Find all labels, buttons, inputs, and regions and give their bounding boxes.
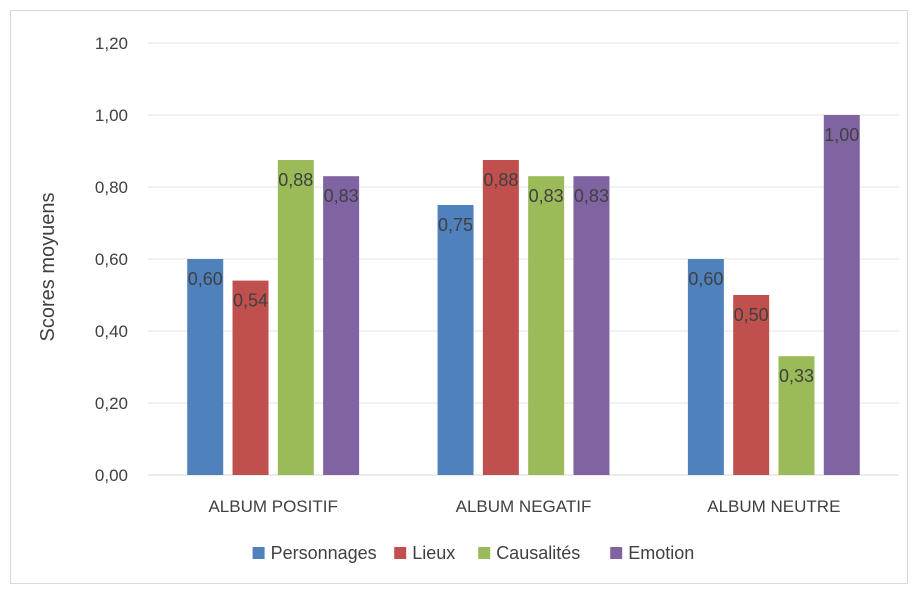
bar	[277, 160, 314, 475]
data-label: 0,60	[688, 269, 723, 289]
bar	[823, 115, 860, 475]
data-label: 1,00	[824, 125, 859, 145]
data-label: 0,88	[278, 170, 313, 190]
data-label: 0,60	[188, 269, 223, 289]
bar	[232, 280, 269, 475]
bar	[778, 356, 815, 475]
bar	[323, 176, 360, 475]
legend-swatch	[610, 547, 623, 559]
data-label: 0,83	[324, 186, 359, 206]
y-tick-label: 0,80	[95, 178, 128, 197]
legend-label: Causalités	[496, 543, 580, 563]
bar	[528, 176, 565, 475]
legend-label: Emotion	[628, 543, 694, 563]
bar	[437, 205, 474, 475]
y-tick-label: 0,40	[95, 322, 128, 341]
legend-label: Lieux	[412, 543, 455, 563]
gridlines	[148, 42, 899, 476]
legend-swatch	[478, 547, 491, 559]
bar	[687, 259, 724, 475]
chart-area: 0,00 0,20 0,40 0,60 0,80 1,00 1,20 0,60 0,54 0,8…	[10, 10, 908, 584]
data-label: 0,54	[233, 291, 268, 311]
bar-chart: 0,00 0,20 0,40 0,60 0,80 1,00 1,20 0,60 0,54 0,8…	[37, 34, 899, 563]
y-axis-title: Scores moyuens	[37, 193, 59, 342]
x-category-label: ALBUM NEGATIF	[456, 497, 592, 516]
y-tick-label: 0,20	[95, 394, 128, 413]
x-category-label: ALBUM POSITIF	[208, 497, 337, 516]
data-label: 0,50	[734, 305, 769, 325]
data-labels: 0,60 0,54 0,88 0,83 0,75 0,88 0,83 0,83 0,60 0,50…	[188, 125, 860, 386]
data-label: 0,88	[483, 170, 518, 190]
data-label: 0,75	[438, 215, 473, 235]
y-tick-label: 0,60	[95, 250, 128, 269]
bar	[187, 259, 224, 475]
bar	[733, 295, 770, 475]
legend-label: Personnages	[271, 543, 377, 563]
x-category-label: ALBUM NEUTRE	[707, 497, 840, 516]
y-tick-label: 0,00	[95, 466, 128, 485]
y-tick-label: 1,00	[95, 106, 128, 125]
data-label: 0,83	[574, 186, 609, 206]
y-tick-label: 1,20	[95, 34, 128, 53]
legend: Personnages Lieux Causalités Emotion	[252, 543, 694, 563]
y-axis-ticks: 0,00 0,20 0,40 0,60 0,80 1,00 1,20	[95, 34, 128, 485]
legend-swatch	[252, 547, 265, 559]
x-axis-categories: ALBUM POSITIF ALBUM NEGATIF ALBUM NEUTRE	[208, 497, 840, 516]
data-label: 0,33	[779, 366, 814, 386]
data-label: 0,83	[529, 186, 564, 206]
bars	[187, 115, 860, 475]
bar	[573, 176, 610, 475]
legend-swatch	[394, 547, 407, 559]
bar	[482, 160, 519, 475]
